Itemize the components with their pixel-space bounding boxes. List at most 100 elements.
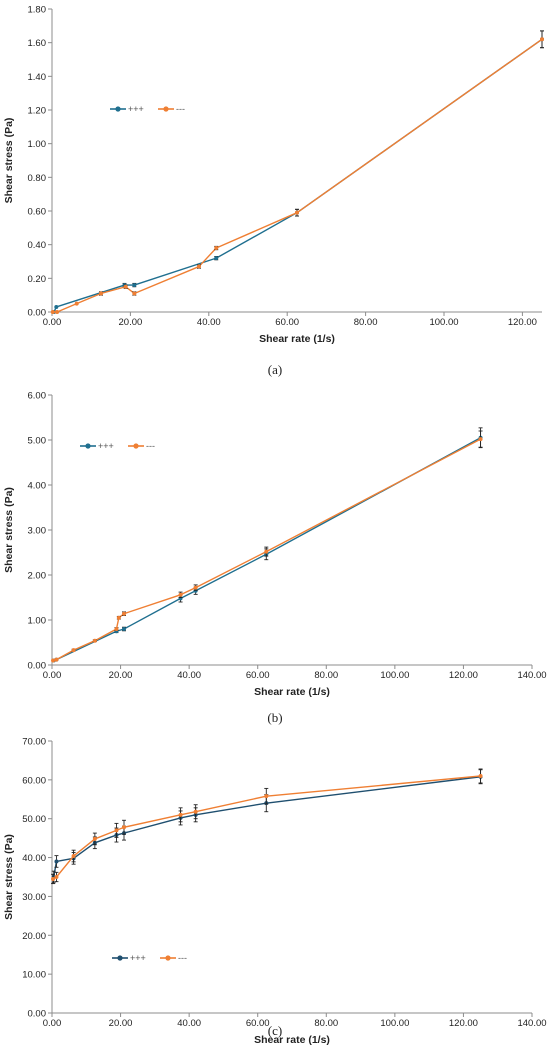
y-tick-label: 0.60 xyxy=(28,207,47,218)
y-tick-label: 6.00 xyxy=(28,391,47,402)
chart-panel-b: 0.00 1.00 2.00 3.00 4.00 5.00 6.00 0.00 20.00 40.… xyxy=(3,391,547,726)
y-tick-label: 1.00 xyxy=(28,616,47,627)
data-point-series-2 xyxy=(122,611,126,616)
x-tick-label: 100.00 xyxy=(380,1018,409,1029)
x-axis-label: Shear rate (1/s) xyxy=(254,686,330,698)
panel-caption: (b) xyxy=(267,710,282,725)
x-tick-label: 120.00 xyxy=(449,670,478,681)
y-tick-label: 1.20 xyxy=(28,106,47,117)
y-tick-label: 0.00 xyxy=(28,308,47,319)
data-point-series-2 xyxy=(116,615,121,620)
y-tick-label: 20.00 xyxy=(22,931,46,942)
x-tick-label: 100.00 xyxy=(380,670,409,681)
x-tick-label: 40.00 xyxy=(177,670,201,681)
x-tick-label: 140.00 xyxy=(517,670,546,681)
data-point-series-2 xyxy=(51,876,56,881)
data-point-series-1 xyxy=(132,283,137,288)
x-tick-label: 0.00 xyxy=(43,1018,62,1029)
data-point-series-2 xyxy=(50,310,55,314)
data-point-series-2 xyxy=(193,809,198,814)
data-point-series-2 xyxy=(51,658,56,663)
y-tick-label: 10.00 xyxy=(22,970,46,981)
legend-swatch-marker xyxy=(115,106,121,112)
legend-swatch-marker xyxy=(117,955,123,961)
y-tick-label: 40.00 xyxy=(22,853,46,864)
legend-label: --- xyxy=(176,104,185,114)
y-axis-label: Shear stress (Pa) xyxy=(3,118,15,204)
data-point-series-2 xyxy=(178,812,183,817)
x-tick-label: 80.00 xyxy=(354,317,378,328)
x-tick-label: 100.00 xyxy=(429,317,458,328)
data-point-series-2 xyxy=(264,549,269,554)
x-axis-label: Shear rate (1/s) xyxy=(254,1034,330,1046)
data-point-series-2 xyxy=(71,648,76,653)
x-tick-label: 20.00 xyxy=(109,1018,133,1029)
x-tick-label: 140.00 xyxy=(517,1018,546,1029)
y-tick-label: 2.00 xyxy=(28,571,47,582)
data-point-series-2 xyxy=(123,284,128,289)
legend-swatch-marker xyxy=(133,443,139,449)
y-tick-label: 4.00 xyxy=(28,481,47,492)
legend-label: +++ xyxy=(130,953,146,963)
y-tick-label: 70.00 xyxy=(22,737,46,748)
y-tick-label: 30.00 xyxy=(22,892,46,903)
series-line-1 xyxy=(53,776,481,878)
legend-label: +++ xyxy=(128,104,144,114)
legend-swatch-marker xyxy=(85,443,91,449)
y-tick-label: 60.00 xyxy=(22,775,46,786)
chart-panel-a: 0.00 0.20 0.40 0.60 0.80 1.00 1.20 1.40 1.60 1.80… xyxy=(3,5,544,377)
data-point-series-2 xyxy=(264,794,269,799)
data-point-series-2 xyxy=(478,773,483,778)
x-axis-label: Shear rate (1/s) xyxy=(259,333,335,345)
x-tick-label: 60.00 xyxy=(275,317,299,328)
data-point-series-2 xyxy=(122,825,126,830)
data-point-series-2 xyxy=(197,264,201,269)
series-line-2 xyxy=(52,38,543,313)
data-point-series-2 xyxy=(178,592,183,597)
data-point-series-2 xyxy=(295,210,299,215)
data-point-series-2 xyxy=(193,585,198,590)
y-tick-label: 1.40 xyxy=(28,72,47,83)
data-point-series-2 xyxy=(54,875,59,879)
y-axis-label: Shear stress (Pa) xyxy=(3,834,15,920)
x-tick-label: 60.00 xyxy=(246,1018,270,1029)
legend-label: --- xyxy=(178,953,187,963)
data-point-series-2 xyxy=(55,310,60,314)
panel-caption: (a) xyxy=(268,362,282,377)
data-point-series-1 xyxy=(122,627,126,631)
chart-panel-c: 0.00 10.00 20.00 30.00 40.00 50.00 60.00 70.00 0… xyxy=(3,737,547,1047)
data-point-series-2 xyxy=(132,291,137,296)
x-tick-label: 0.00 xyxy=(43,317,62,328)
legend-swatch-marker xyxy=(165,955,171,961)
legend-label: --- xyxy=(146,441,155,451)
y-tick-label: 0.20 xyxy=(28,274,47,285)
x-tick-label: 20.00 xyxy=(109,670,133,681)
x-tick-label: 80.00 xyxy=(314,670,338,681)
y-tick-label: 50.00 xyxy=(22,814,46,825)
x-tick-label: 0.00 xyxy=(43,670,62,681)
y-tick-label: 1.60 xyxy=(28,38,47,49)
series-line-1 xyxy=(53,38,543,313)
data-point-series-2 xyxy=(54,657,59,662)
y-axis-label: Shear stress (Pa) xyxy=(3,487,15,573)
y-tick-label: 0.40 xyxy=(28,240,47,251)
y-tick-label: 3.00 xyxy=(28,526,47,537)
data-point-series-2 xyxy=(540,37,544,42)
data-point-series-1 xyxy=(54,304,59,309)
y-tick-label: 1.80 xyxy=(28,5,47,16)
data-point-series-2 xyxy=(99,291,103,296)
x-tick-label: 40.00 xyxy=(177,1018,201,1029)
y-tick-label: 0.00 xyxy=(28,1009,47,1020)
data-point-series-2 xyxy=(74,301,79,306)
data-point-series-2 xyxy=(114,627,119,631)
y-tick-label: 1.00 xyxy=(28,139,47,150)
x-tick-label: 60.00 xyxy=(246,670,270,681)
data-point-series-2 xyxy=(478,437,483,442)
legend-label: +++ xyxy=(98,441,114,451)
x-tick-label: 120.00 xyxy=(449,1018,478,1029)
y-tick-label: 0.00 xyxy=(28,661,47,672)
data-point-series-2 xyxy=(114,828,119,833)
x-tick-label: 80.00 xyxy=(314,1018,338,1029)
data-point-series-2 xyxy=(71,854,76,859)
